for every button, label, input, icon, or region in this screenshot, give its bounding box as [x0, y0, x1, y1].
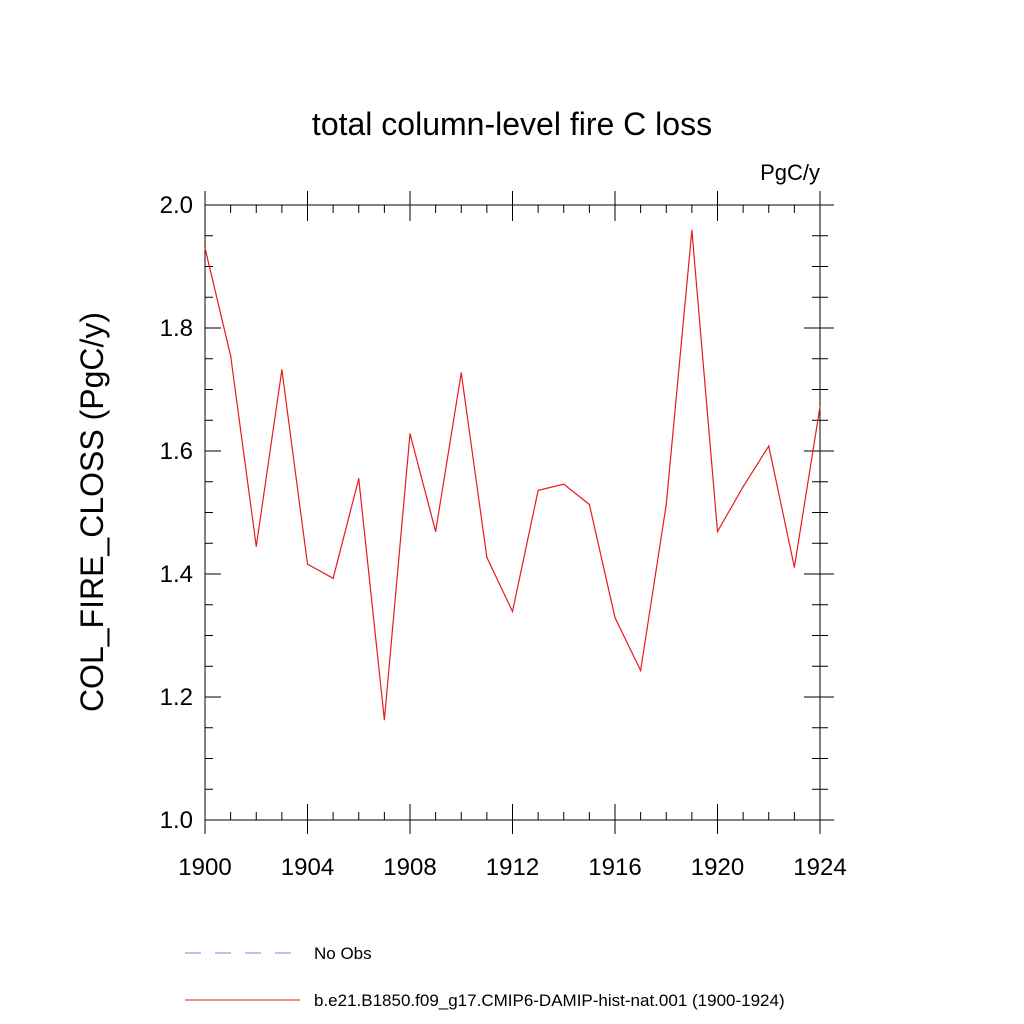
series-point [383, 719, 385, 721]
legend-label: b.e21.B1850.f09_g17.CMIP6-DAMIP-hist-nat… [314, 991, 785, 1010]
x-tick-label: 1904 [281, 854, 334, 881]
series-point [665, 503, 667, 506]
series-point [332, 577, 334, 579]
series-point [768, 445, 770, 447]
series-point [588, 503, 590, 506]
series-point [716, 530, 719, 533]
series-point [435, 530, 437, 533]
series-point [204, 247, 206, 249]
chart-title: total column-level fire C loss [312, 106, 712, 142]
units-label: PgC/y [760, 160, 820, 185]
series-point [511, 610, 514, 613]
legend: No Obs b.e21.B1850.f09_g17.CMIP6-DAMIP-hi… [185, 944, 785, 1010]
series-point [640, 669, 642, 672]
x-tick-label: 1924 [793, 854, 846, 881]
y-tick-label: 1.6 [160, 438, 193, 465]
x-tick-label: 1900 [178, 854, 231, 881]
y-tick-label: 1.0 [160, 807, 193, 834]
series-point [409, 433, 411, 435]
legend-label: No Obs [314, 944, 372, 963]
x-tick-label: 1920 [691, 854, 744, 881]
x-tick-label: 1916 [588, 854, 641, 881]
y-tick-label: 1.4 [160, 561, 193, 588]
series-point [793, 566, 795, 568]
series-point [691, 229, 693, 231]
series-point [819, 406, 821, 408]
series-point [563, 483, 565, 485]
x-tick-label: 1912 [486, 854, 539, 881]
series-point [742, 486, 744, 488]
y-tick-label: 1.2 [160, 684, 193, 711]
series-layer [204, 229, 821, 721]
series-line-0 [204, 230, 821, 720]
axis-tick-labels: 1.0 1.2 1.4 1.6 1.8 2.0 1900 1904 1908 1912 1916 19… [160, 192, 847, 881]
series-point [306, 563, 309, 565]
series-point [614, 617, 616, 619]
x-tick-label: 1908 [383, 854, 436, 881]
series-point [230, 355, 232, 357]
series-point [486, 556, 488, 558]
series-point [255, 545, 257, 547]
y-tick-label: 1.8 [160, 315, 193, 342]
series-point [537, 489, 539, 491]
axis-ticks [204, 191, 834, 834]
y-axis-label: COL_FIRE_CLOSS (PgC/y) [74, 312, 110, 712]
series-point [281, 369, 283, 371]
series-point [460, 372, 462, 374]
series-point [358, 478, 360, 480]
y-tick-label: 2.0 [160, 192, 193, 219]
